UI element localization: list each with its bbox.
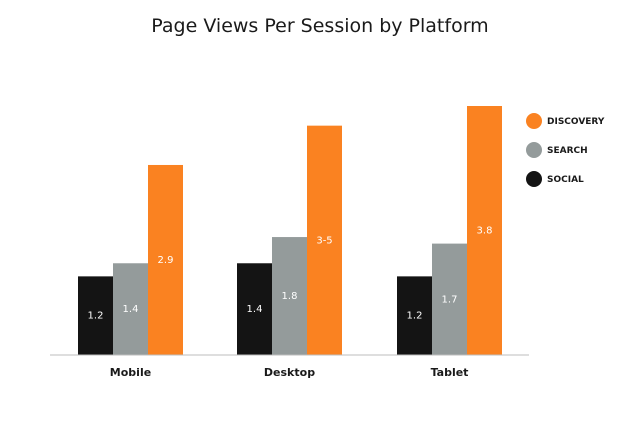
bar-mobile-discovery	[148, 164, 183, 355]
bar-desktop-search	[272, 237, 307, 355]
legend: DISCOVERY SEARCH SOCIAL	[526, 113, 605, 187]
x-axis-labels: Mobile Desktop Tablet	[110, 366, 469, 379]
bar-tablet-social	[397, 276, 432, 355]
x-label-mobile: Mobile	[110, 366, 151, 379]
value-label-mobile-search: 1.4	[123, 304, 139, 315]
bars-group: 1.2 1.4 2.9 1.4 1.8 3-5 1.2 1.7 3.8	[78, 106, 502, 355]
value-label-mobile-social: 1.2	[88, 311, 104, 322]
value-label-desktop-search: 1.8	[282, 291, 298, 302]
value-label-mobile-discovery: 2.9	[158, 255, 174, 266]
value-label-desktop-social: 1.4	[247, 304, 263, 315]
value-label-tablet-search: 1.7	[442, 294, 458, 305]
bar-tablet-discovery	[467, 106, 502, 355]
bar-desktop-discovery	[307, 125, 342, 355]
x-label-desktop: Desktop	[264, 366, 315, 379]
bar-mobile-social	[78, 276, 113, 355]
legend-label-social: SOCIAL	[547, 175, 584, 185]
chart-title: Page Views Per Session by Platform	[151, 15, 488, 37]
value-label-desktop-discovery: 3-5	[316, 235, 332, 246]
legend-label-search: SEARCH	[547, 146, 588, 156]
value-label-tablet-social: 1.2	[407, 311, 423, 322]
legend-label-discovery: DISCOVERY	[547, 117, 605, 127]
legend-swatch-discovery	[526, 113, 542, 129]
legend-swatch-social	[526, 171, 542, 187]
value-label-tablet-discovery: 3.8	[477, 226, 493, 237]
bar-tablet-search	[432, 243, 467, 355]
legend-swatch-search	[526, 142, 542, 158]
x-label-tablet: Tablet	[431, 366, 469, 379]
bar-desktop-social	[237, 263, 272, 355]
bar-mobile-search	[113, 263, 148, 355]
